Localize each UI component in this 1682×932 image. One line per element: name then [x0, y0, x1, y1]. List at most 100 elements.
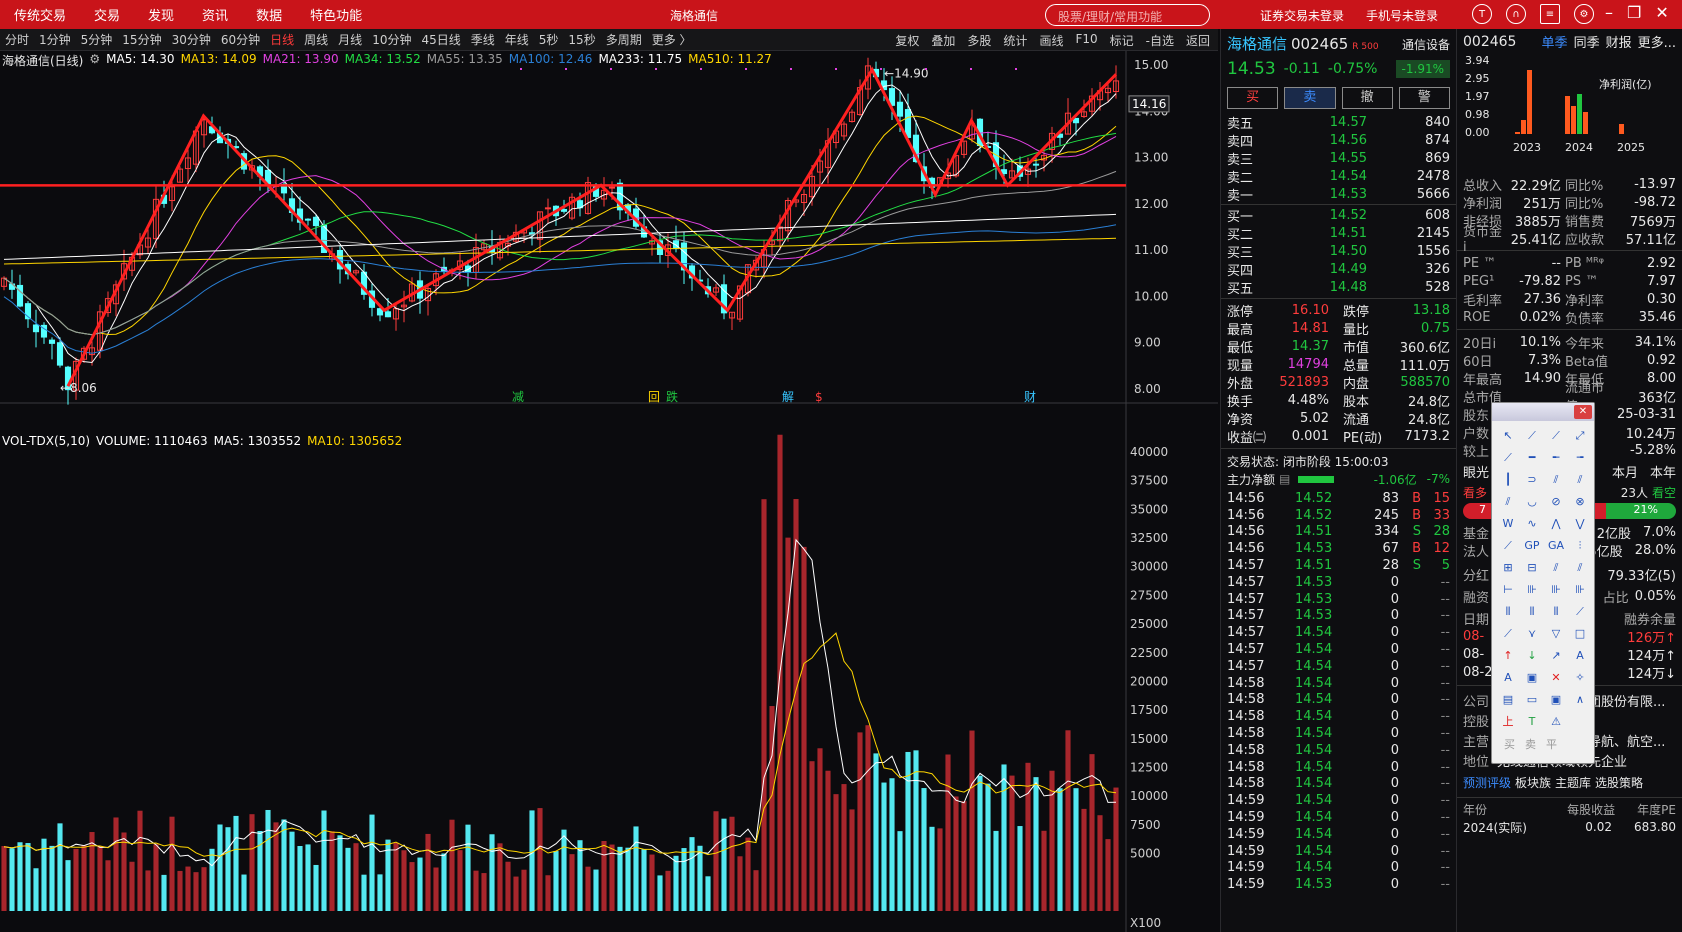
wave2-icon[interactable]: ∿ — [1527, 517, 1537, 530]
wave3-icon[interactable]: ⋀ — [1551, 517, 1561, 530]
line-icon[interactable]: ⟋ — [1528, 429, 1536, 442]
chart-tool[interactable]: 标记 — [1109, 34, 1134, 48]
order-book-row[interactable]: 卖三 14.55 869 — [1227, 149, 1450, 168]
hline3-icon[interactable]: ╼ — [1576, 451, 1584, 464]
text-icon[interactable]: A — [1576, 649, 1584, 662]
arrow-down-icon[interactable]: ⋎ — [1527, 627, 1537, 640]
triangle-icon[interactable]: ▽ — [1551, 627, 1561, 640]
period-tab[interactable]: 10分钟 — [372, 33, 412, 47]
buy-button[interactable]: 买 — [1227, 87, 1279, 109]
fund-link[interactable]: 预测评级 — [1463, 776, 1512, 790]
up-arrow-icon[interactable]: ↑ — [1503, 649, 1513, 662]
period-tab[interactable]: 45日线 — [421, 33, 461, 47]
restore-icon[interactable]: ❐ — [1627, 3, 1642, 22]
period-tab[interactable]: 月线 — [338, 33, 363, 47]
fund-tab[interactable]: 更多... — [1637, 36, 1676, 51]
ellipse-icon[interactable]: ⊃ — [1527, 473, 1537, 486]
kline-chart[interactable]: 15.0014.0013.0012.0011.0010.009.008.0014… — [0, 51, 1218, 932]
drawing-toolbar-titlebar[interactable]: ✕ — [1492, 403, 1594, 421]
cycle2-icon[interactable]: ⊪ — [1527, 583, 1537, 596]
fund-link[interactable]: 选股策略 — [1595, 776, 1644, 790]
fund-link[interactable]: 板块族 — [1515, 776, 1552, 790]
t-logo-icon[interactable]: T — [1472, 4, 1492, 24]
period-tab[interactable]: 5分钟 — [80, 33, 113, 47]
circle-icon[interactable]: ⊘ — [1551, 495, 1561, 508]
order-book-row[interactable]: 买一 14.52 608 — [1227, 206, 1450, 225]
period-tab[interactable]: 分时 — [5, 33, 30, 47]
alert-button[interactable]: 警 — [1398, 87, 1450, 109]
fund-tab[interactable]: 单季 — [1541, 36, 1568, 51]
ruler-icon[interactable]: ▭ — [1526, 693, 1538, 706]
chart-tool[interactable]: -自选 — [1145, 34, 1174, 48]
order-book-row[interactable]: 卖一 14.53 5666 — [1227, 185, 1450, 204]
segment-icon[interactable]: ⤢ — [1575, 429, 1585, 442]
fund-tab[interactable]: 财报 — [1605, 36, 1632, 51]
trend-icon[interactable]: ⫽ — [1505, 495, 1511, 508]
fund-link[interactable]: 主题库 — [1555, 776, 1592, 790]
parallel2-icon[interactable]: ⫽ — [1577, 473, 1583, 486]
top-link[interactable]: 手机号未登录 — [1366, 9, 1439, 23]
search-input[interactable]: 股票/理财/常用功能 — [1045, 4, 1210, 26]
period-tab[interactable]: 15分钟 — [122, 33, 162, 47]
sell-button[interactable]: 卖 — [1284, 87, 1336, 109]
fan-icon[interactable]: ⫽ — [1553, 561, 1559, 574]
period-tab[interactable]: 季线 — [470, 33, 495, 47]
parallel-icon[interactable]: ⫽ — [1553, 473, 1559, 486]
list-icon[interactable]: ▤ — [1279, 472, 1291, 486]
rect-icon[interactable]: □ — [1574, 627, 1586, 640]
fan2-icon[interactable]: ⫽ — [1577, 561, 1583, 574]
chart-tool[interactable]: 画线 — [1039, 34, 1064, 48]
eye-tab[interactable]: 眼光 — [1463, 466, 1490, 481]
chart-tool[interactable]: 返回 — [1185, 34, 1210, 48]
period-tab[interactable]: 60分钟 — [220, 33, 261, 47]
month-tab[interactable]: 本月 — [1611, 466, 1638, 481]
gear-icon[interactable]: ⚙ — [1574, 4, 1594, 24]
arrow-cursor-icon[interactable]: ↖ — [1503, 429, 1513, 442]
grid-icon[interactable]: ⦀ — [1505, 605, 1511, 618]
gear-icon[interactable]: ⚙ — [89, 52, 101, 66]
spike-icon[interactable]: ⟋ — [1576, 605, 1584, 618]
top-menu-item[interactable]: 数据 — [256, 9, 283, 24]
chart-tool[interactable]: 复权 — [895, 34, 920, 48]
top-menu-item[interactable]: 交易 — [94, 9, 121, 24]
hline-icon[interactable]: ━ — [1528, 451, 1536, 464]
period-tab[interactable]: 15秒 — [568, 33, 596, 47]
box-icon[interactable]: ▣ — [1526, 671, 1538, 684]
minimize-icon[interactable]: – — [1605, 3, 1613, 22]
tick-list[interactable]: 14:56 14.52 83 B 15 14:56 14.52 245 B 33 14:56 14.5… — [1221, 488, 1456, 893]
period-tab[interactable]: 日线 — [270, 33, 295, 47]
top-link[interactable]: 证券交易未登录 — [1260, 9, 1345, 23]
arc-icon[interactable]: ◡ — [1527, 495, 1537, 508]
period-tab[interactable]: 1分钟 — [39, 33, 71, 47]
cycle4-icon[interactable]: ⊪ — [1575, 583, 1585, 596]
top-menu-item[interactable]: 资讯 — [202, 9, 229, 24]
period-tab[interactable]: 5秒 — [538, 33, 559, 47]
period-tab[interactable]: 30分钟 — [171, 33, 211, 47]
order-book-row[interactable]: 买四 14.49 326 — [1227, 260, 1450, 279]
down-arrow-icon[interactable]: ↓ — [1527, 649, 1537, 662]
top-menu-item[interactable]: 发现 — [148, 9, 175, 24]
line2-icon[interactable]: ⟋ — [1504, 451, 1512, 464]
gann2-icon[interactable]: GA — [1547, 539, 1565, 552]
vline-icon[interactable]: ┃ — [1504, 473, 1512, 486]
wave-icon[interactable]: W — [1502, 517, 1514, 530]
order-book-row[interactable]: 卖五 14.57 840 — [1227, 113, 1450, 132]
order-book-row[interactable]: 买三 14.50 1556 — [1227, 242, 1450, 261]
year-tab[interactable]: 本年 — [1649, 466, 1676, 481]
close-icon[interactable]: ✕ — [1574, 405, 1592, 419]
fan3-icon[interactable]: ⟋ — [1504, 627, 1512, 640]
chart-tool[interactable]: 叠加 — [931, 34, 956, 48]
trend-up-icon[interactable]: ↗ — [1551, 649, 1561, 662]
order-book-row[interactable]: 买二 14.51 2145 — [1227, 224, 1450, 243]
arc2-icon[interactable]: ∧ — [1575, 693, 1585, 706]
wave4-icon[interactable]: ⋁ — [1575, 517, 1585, 530]
fib-icon[interactable]: ⫶ — [1578, 539, 1582, 552]
period-tab[interactable]: 更多 〉 — [651, 33, 692, 47]
up-mark-icon[interactable]: 上 — [1502, 715, 1514, 728]
zigzag-icon[interactable]: ⟋ — [1504, 539, 1512, 552]
headset-icon[interactable]: ∩ — [1506, 4, 1526, 24]
hline2-icon[interactable]: ╾ — [1552, 451, 1560, 464]
chart-tool[interactable]: F10 — [1075, 32, 1098, 46]
gann-icon[interactable]: GP — [1524, 539, 1540, 552]
tee-icon[interactable]: T — [1528, 715, 1536, 728]
